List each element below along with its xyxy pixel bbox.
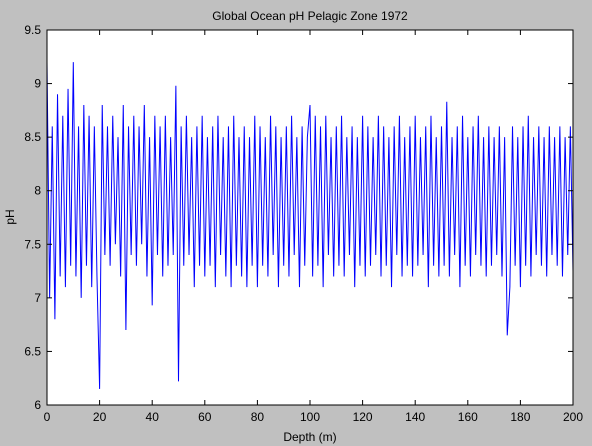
y-tick-label: 6	[34, 398, 41, 412]
axes-background	[47, 30, 573, 405]
x-tick-label: 80	[251, 410, 265, 424]
x-tick-label: 200	[563, 410, 583, 424]
x-tick-label: 20	[93, 410, 107, 424]
x-tick-label: 180	[510, 410, 530, 424]
x-tick-label: 40	[146, 410, 160, 424]
y-tick-label: 8.5	[24, 130, 41, 144]
y-tick-label: 6.5	[24, 344, 41, 358]
y-tick-label: 9	[34, 77, 41, 91]
x-tick-label: 160	[458, 410, 478, 424]
y-axis-label: pH	[3, 209, 17, 224]
y-tick-label: 7	[34, 291, 41, 305]
y-tick-label: 7.5	[24, 237, 41, 251]
x-axis-label: Depth (m)	[283, 430, 336, 444]
y-tick-label: 8	[34, 184, 41, 198]
x-tick-label: 60	[198, 410, 212, 424]
x-tick-label: 100	[300, 410, 320, 424]
data-line	[46, 62, 574, 389]
x-tick-label: 0	[44, 410, 51, 424]
chart-title: Global Ocean pH Pelagic Zone 1972	[212, 9, 408, 23]
axes-frame	[46, 29, 574, 406]
x-tick-label: 120	[353, 410, 373, 424]
x-tick-label: 140	[405, 410, 425, 424]
y-tick-label: 9.5	[24, 23, 41, 37]
